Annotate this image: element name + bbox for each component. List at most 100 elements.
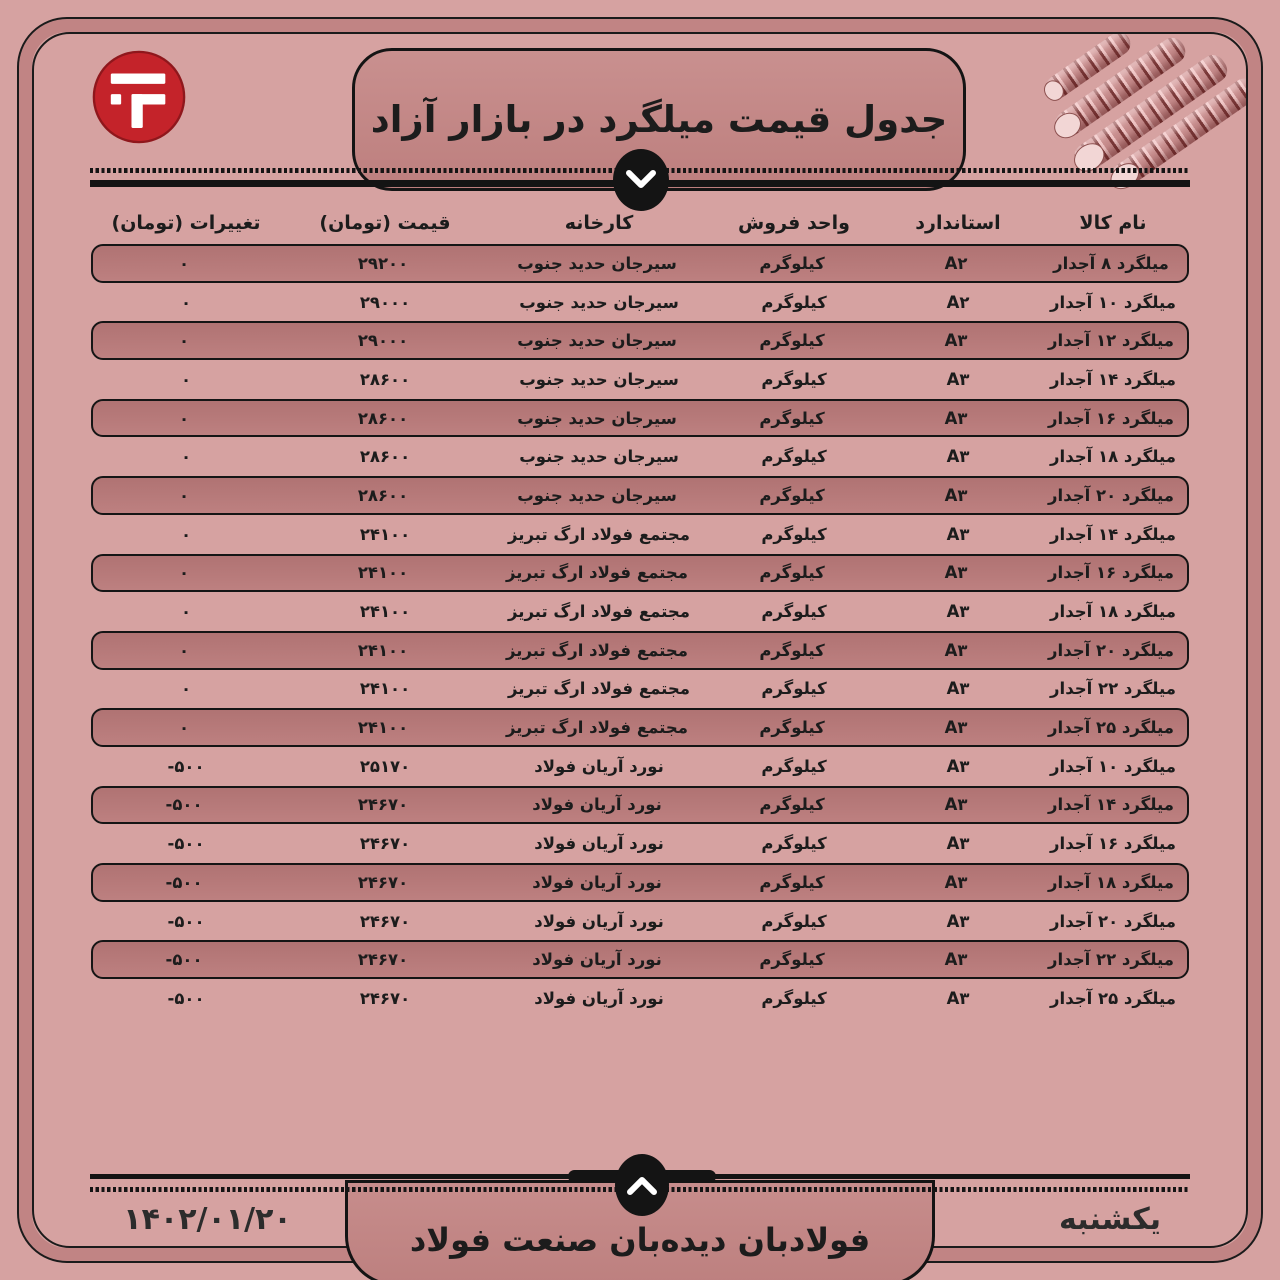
- table-row: میلگرد ۱۲ آجدار A۳ کیلوگرم سیرجان حدید ج…: [91, 321, 1189, 361]
- cell-price: ۲۴۱۰۰: [357, 640, 409, 660]
- page-title: جدول قیمت میلگرد در بازار آزاد: [352, 48, 966, 191]
- cell-price: ۲۸۶۰۰: [359, 447, 411, 467]
- cell-factory: سیرجان حدید جنوب: [517, 408, 677, 428]
- cell-standard: A۳: [944, 795, 968, 815]
- cell-unit: کیلوگرم: [761, 756, 827, 776]
- cell-product-name: میلگرد ۸ آجدار: [1053, 253, 1169, 273]
- cell-standard: A۳: [946, 756, 970, 776]
- cell-standard: A۳: [946, 447, 970, 467]
- cell-product-name: میلگرد ۱۲ آجدار: [1048, 331, 1174, 351]
- cell-change: ۰: [180, 292, 192, 312]
- table-row: میلگرد ۱۸ آجدار A۳ کیلوگرم نورد آریان فو…: [91, 863, 1189, 902]
- cell-factory: نورد آریان فولاد: [532, 872, 662, 892]
- cell-price: ۲۴۶۷۰: [357, 795, 409, 815]
- cell-change: ۰: [180, 447, 192, 467]
- cell-change: -۵۰۰: [167, 756, 205, 776]
- col-header-unit: واحد فروش: [738, 212, 850, 234]
- cell-unit: کیلوگرم: [761, 911, 827, 931]
- cell-price: ۲۹۲۰۰: [357, 253, 409, 273]
- table-row: میلگرد ۲۵ آجدار A۳ کیلوگرم مجتمع فولاد ا…: [91, 708, 1189, 747]
- cell-unit: کیلوگرم: [761, 447, 827, 467]
- cell-factory: مجتمع فولاد ارگ تبریز: [507, 602, 690, 622]
- cell-unit: کیلوگرم: [759, 563, 825, 583]
- cell-product-name: میلگرد ۲۲ آجدار: [1050, 679, 1176, 699]
- cell-standard: A۳: [944, 485, 968, 505]
- chevron-up-icon: [615, 1154, 669, 1216]
- date-label: ۱۴۰۲/۰۱/۲۰: [123, 1202, 292, 1237]
- cell-price: ۲۹۰۰۰: [359, 292, 411, 312]
- cell-standard: A۳: [944, 640, 968, 660]
- cell-price: ۲۴۱۰۰: [357, 718, 409, 738]
- cell-standard: A۳: [946, 524, 970, 544]
- price-table: نام کالا استاندارد واحد فروش کارخانه قیم…: [91, 202, 1189, 1018]
- cell-factory: سیرجان حدید جنوب: [519, 447, 679, 467]
- cell-change: ۰: [180, 679, 192, 699]
- cell-change: ۰: [178, 718, 190, 738]
- cell-standard: A۲: [946, 292, 970, 312]
- col-header-standard: استاندارد: [915, 212, 1001, 234]
- cell-price: ۲۴۶۷۰: [359, 834, 411, 854]
- cell-standard: A۳: [946, 988, 970, 1008]
- cell-product-name: میلگرد ۲۰ آجدار: [1048, 485, 1174, 505]
- cell-unit: کیلوگرم: [759, 485, 825, 505]
- cell-factory: مجتمع فولاد ارگ تبریز: [505, 718, 688, 738]
- cell-product-name: میلگرد ۲۰ آجدار: [1048, 640, 1174, 660]
- cell-change: -۵۰۰: [167, 911, 205, 931]
- table-row: میلگرد ۱۶ آجدار A۳ کیلوگرم نورد آریان فو…: [91, 824, 1189, 863]
- cell-standard: A۳: [944, 331, 968, 351]
- cell-standard: A۲: [944, 253, 968, 273]
- col-header-price: قیمت (تومان): [319, 212, 451, 234]
- cell-factory: سیرجان حدید جنوب: [517, 331, 677, 351]
- cell-product-name: میلگرد ۱۸ آجدار: [1050, 602, 1176, 622]
- cell-product-name: میلگرد ۲۵ آجدار: [1048, 718, 1174, 738]
- table-row: میلگرد ۲۰ آجدار A۳ کیلوگرم مجتمع فولاد ا…: [91, 630, 1189, 670]
- cell-price: ۲۹۰۰۰: [357, 331, 409, 351]
- table-row: میلگرد ۱۴ آجدار A۳ کیلوگرم نورد آریان فو…: [91, 785, 1189, 825]
- cell-factory: مجتمع فولاد ارگ تبریز: [507, 679, 690, 699]
- cell-factory: نورد آریان فولاد: [534, 834, 664, 854]
- cell-price: ۲۴۶۷۰: [359, 988, 411, 1008]
- cell-factory: سیرجان حدید جنوب: [517, 253, 677, 273]
- cell-unit: کیلوگرم: [759, 872, 825, 892]
- cell-change: ۰: [178, 253, 190, 273]
- table-row: میلگرد ۱۶ آجدار A۳ کیلوگرم مجتمع فولاد ا…: [91, 553, 1189, 593]
- cell-unit: کیلوگرم: [759, 718, 825, 738]
- table-row: میلگرد ۲۲ آجدار A۳ کیلوگرم مجتمع فولاد ا…: [91, 670, 1189, 709]
- cell-factory: نورد آریان فولاد: [534, 911, 664, 931]
- cell-factory: مجتمع فولاد ارگ تبریز: [505, 640, 688, 660]
- cell-price: ۲۴۱۰۰: [359, 524, 411, 544]
- cell-price: ۲۵۱۷۰: [359, 756, 411, 776]
- cell-change: ۰: [178, 563, 190, 583]
- table-row: میلگرد ۱۸ آجدار A۳ کیلوگرم مجتمع فولاد ا…: [91, 592, 1189, 631]
- cell-unit: کیلوگرم: [759, 950, 825, 970]
- fooladban-logo: [92, 50, 186, 144]
- cell-change: -۵۰۰: [165, 795, 203, 815]
- cell-price: ۲۸۶۰۰: [359, 369, 411, 389]
- table-body: میلگرد ۸ آجدار A۲ کیلوگرم سیرجان حدید جن…: [91, 244, 1189, 1018]
- cell-standard: A۳: [944, 718, 968, 738]
- cell-product-name: میلگرد ۱۶ آجدار: [1048, 408, 1174, 428]
- cell-factory: سیرجان حدید جنوب: [519, 292, 679, 312]
- cell-factory: نورد آریان فولاد: [534, 756, 664, 776]
- cell-product-name: میلگرد ۱۰ آجدار: [1050, 756, 1176, 776]
- cell-factory: سیرجان حدید جنوب: [517, 485, 677, 505]
- cell-change: ۰: [180, 524, 192, 544]
- cell-standard: A۳: [944, 408, 968, 428]
- cell-change: -۵۰۰: [167, 834, 205, 854]
- cell-product-name: میلگرد ۱۸ آجدار: [1050, 447, 1176, 467]
- cell-standard: A۳: [946, 369, 970, 389]
- cell-standard: A۳: [944, 563, 968, 583]
- chevron-down-icon: [613, 149, 669, 211]
- cell-factory: مجتمع فولاد ارگ تبریز: [507, 524, 690, 544]
- cell-unit: کیلوگرم: [761, 524, 827, 544]
- cell-standard: A۳: [946, 834, 970, 854]
- cell-product-name: میلگرد ۱۶ آجدار: [1048, 563, 1174, 583]
- cell-product-name: میلگرد ۱۴ آجدار: [1050, 524, 1176, 544]
- cell-change: -۵۰۰: [165, 950, 203, 970]
- cell-unit: کیلوگرم: [761, 292, 827, 312]
- table-row: میلگرد ۱۰ آجدار A۳ کیلوگرم نورد آریان فو…: [91, 747, 1189, 786]
- table-header-row: نام کالا استاندارد واحد فروش کارخانه قیم…: [91, 202, 1189, 244]
- cell-change: ۰: [178, 408, 190, 428]
- cell-factory: نورد آریان فولاد: [532, 950, 662, 970]
